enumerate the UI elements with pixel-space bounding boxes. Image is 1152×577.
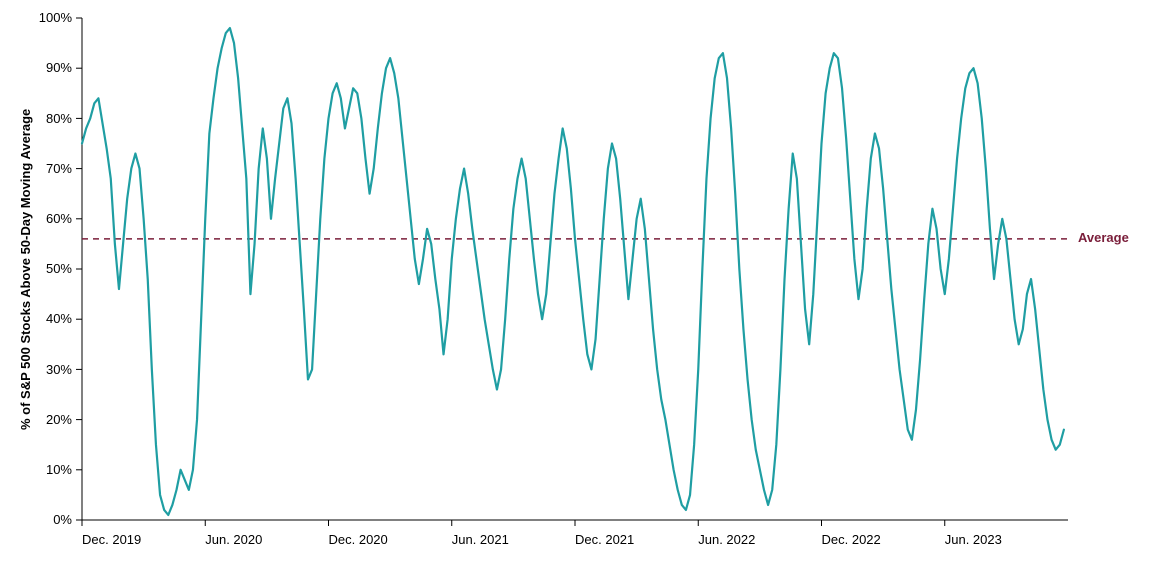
y-tick-label: 100% [39, 10, 72, 25]
x-tick-label: Dec. 2019 [82, 532, 141, 547]
y-tick-label: 0% [53, 512, 72, 527]
y-tick-label: 30% [46, 362, 72, 377]
y-tick-label: 70% [46, 161, 72, 176]
x-tick-label: Jun. 2020 [205, 532, 262, 547]
x-tick-label: Dec. 2022 [822, 532, 881, 547]
y-tick-label: 40% [46, 311, 72, 326]
y-tick-label: 80% [46, 111, 72, 126]
x-tick-label: Dec. 2021 [575, 532, 634, 547]
y-tick-label: 60% [46, 211, 72, 226]
x-tick-label: Dec. 2020 [329, 532, 388, 547]
line-chart [0, 0, 1152, 577]
y-tick-label: 10% [46, 462, 72, 477]
y-tick-label: 90% [46, 60, 72, 75]
x-tick-label: Jun. 2022 [698, 532, 755, 547]
y-tick-label: 50% [46, 261, 72, 276]
y-axis-title: % of S&P 500 Stocks Above 50-Day Moving … [18, 108, 33, 429]
chart-container: % of S&P 500 Stocks Above 50-Day Moving … [0, 0, 1152, 577]
average-line-label: Average [1078, 230, 1129, 245]
x-tick-label: Jun. 2023 [945, 532, 1002, 547]
y-tick-label: 20% [46, 412, 72, 427]
x-tick-label: Jun. 2021 [452, 532, 509, 547]
